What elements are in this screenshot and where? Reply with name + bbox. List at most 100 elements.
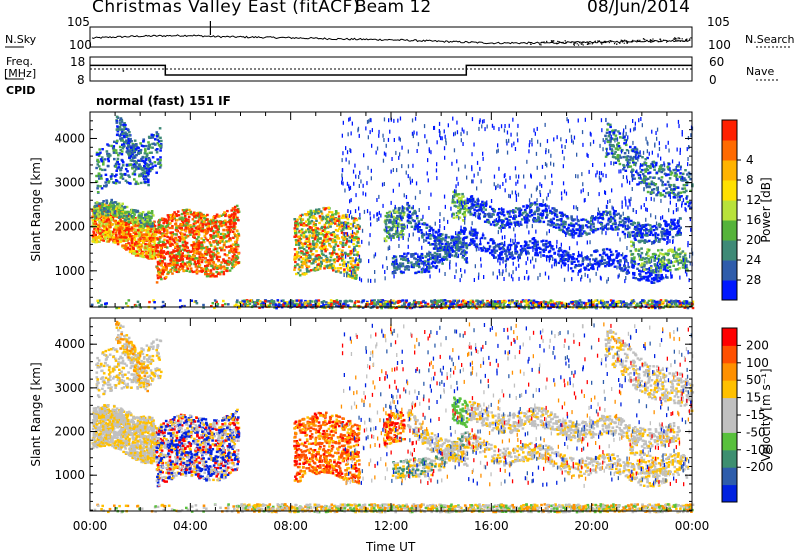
power-cell xyxy=(236,237,239,239)
power-cell xyxy=(309,243,312,245)
power-cell xyxy=(293,218,296,220)
power-cell xyxy=(107,160,110,162)
power-cell xyxy=(96,201,99,203)
power-cell xyxy=(320,261,323,263)
power-cell xyxy=(220,225,223,227)
power-cell xyxy=(122,231,125,233)
power-cell xyxy=(93,223,96,225)
power-cell xyxy=(126,136,129,138)
power-cell xyxy=(111,223,114,225)
power-cell xyxy=(201,261,204,263)
power-cell xyxy=(127,228,130,230)
power-cell xyxy=(233,216,236,218)
power-cell xyxy=(209,220,212,222)
power-cell xyxy=(132,156,135,158)
power-cell xyxy=(123,128,126,130)
nsearch-point xyxy=(639,40,640,41)
power-cell xyxy=(614,222,617,224)
power-cell xyxy=(139,215,142,217)
power-cell xyxy=(163,239,166,241)
power-cell xyxy=(560,215,563,217)
power-cell xyxy=(127,218,130,220)
nsearch-point xyxy=(643,38,644,39)
power-cell xyxy=(181,265,184,267)
power-cell xyxy=(318,208,321,210)
power-cell xyxy=(99,230,102,232)
power-cell xyxy=(128,221,131,223)
power-cell xyxy=(188,255,191,257)
power-cell xyxy=(330,223,333,225)
power-cell xyxy=(463,211,466,213)
power-cell xyxy=(525,215,528,217)
power-cell xyxy=(231,264,234,266)
power-cell xyxy=(180,259,183,261)
power-cell xyxy=(119,204,122,206)
power-cell xyxy=(296,228,299,230)
nsearch-point xyxy=(578,44,579,45)
power-cell xyxy=(125,222,128,224)
power-cell xyxy=(348,227,351,229)
power-cell xyxy=(425,264,428,266)
power-cell xyxy=(139,255,142,257)
power-cell xyxy=(138,250,141,252)
power-cell xyxy=(200,270,203,272)
power-cell xyxy=(158,273,161,275)
power-cell xyxy=(234,241,237,243)
power-cell xyxy=(173,256,176,258)
power-cell xyxy=(141,229,144,231)
power-cell xyxy=(320,210,323,212)
power-cell xyxy=(671,222,674,224)
power-cell xyxy=(319,267,322,269)
power-cell xyxy=(121,244,124,246)
power-cell xyxy=(142,140,145,142)
nsearch-point xyxy=(637,40,638,41)
power-cell xyxy=(97,215,100,217)
power-cell xyxy=(131,227,134,229)
power-cell xyxy=(119,146,122,148)
power-cell xyxy=(555,226,558,228)
power-cell xyxy=(351,257,354,259)
power-cell xyxy=(167,264,170,266)
power-cell xyxy=(515,207,518,209)
power-cell xyxy=(165,233,168,235)
power-cell xyxy=(133,170,136,172)
power-cell xyxy=(204,273,207,275)
power-cell xyxy=(102,163,105,165)
power-cell xyxy=(303,224,306,226)
power-cell xyxy=(445,234,448,236)
power-cell xyxy=(133,213,136,215)
power-cell xyxy=(325,218,328,220)
power-cell xyxy=(131,238,134,240)
power-cell xyxy=(145,145,148,147)
power-cell xyxy=(512,217,515,219)
power-cell xyxy=(113,152,116,154)
power-cell xyxy=(592,225,595,227)
power-cell xyxy=(624,218,627,220)
power-cell xyxy=(417,271,420,273)
power-cell xyxy=(169,270,172,272)
power-cell xyxy=(99,185,102,187)
power-cell xyxy=(105,220,108,222)
power-cell xyxy=(209,255,212,257)
power-cell xyxy=(663,220,666,222)
power-cell xyxy=(220,261,223,263)
power-cell xyxy=(174,237,177,239)
power-cell xyxy=(235,261,238,263)
power-cell xyxy=(450,247,453,249)
freq-left-tick-bottom: 8 xyxy=(77,73,85,87)
power-cell xyxy=(386,212,389,214)
power-cell xyxy=(338,258,341,260)
power-cell xyxy=(490,223,493,225)
power-cell xyxy=(113,240,116,242)
power-cell xyxy=(550,224,553,226)
power-cell xyxy=(431,254,434,256)
nsearch-point xyxy=(602,42,603,43)
power-cell xyxy=(657,234,660,236)
freq-series-line xyxy=(90,65,692,75)
power-cell xyxy=(352,243,355,245)
power-cell xyxy=(301,266,304,268)
nsearch-point xyxy=(546,41,547,42)
power-cell xyxy=(322,230,325,232)
power-cell xyxy=(134,173,137,175)
power-cell xyxy=(147,141,150,143)
